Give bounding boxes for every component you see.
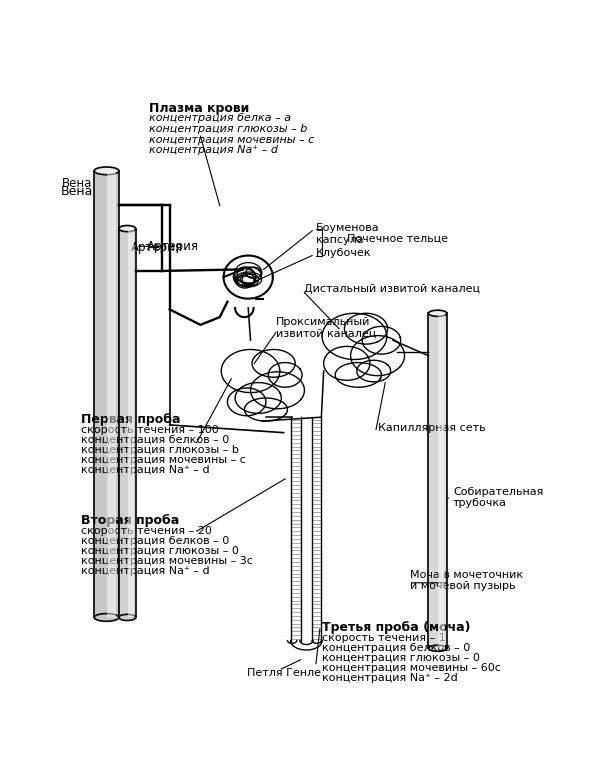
Bar xyxy=(428,314,447,648)
Text: Клубочек: Клубочек xyxy=(316,248,371,258)
Text: Плазма крови: Плазма крови xyxy=(149,102,249,114)
Text: Петля Генле: Петля Генле xyxy=(247,669,321,678)
Text: концентрация Na⁺ – d: концентрация Na⁺ – d xyxy=(149,145,278,156)
Text: Артерия: Артерия xyxy=(131,242,183,254)
Bar xyxy=(94,170,119,618)
Text: Дистальный извитой каналец: Дистальный извитой каналец xyxy=(304,284,481,294)
Text: скорость течения – 1: скорость течения – 1 xyxy=(322,633,446,643)
Text: концентрация белка – a: концентрация белка – a xyxy=(149,113,291,123)
Text: Вена: Вена xyxy=(62,177,92,190)
Ellipse shape xyxy=(119,615,136,621)
Text: скорость течения – 20: скорость течения – 20 xyxy=(81,526,212,536)
Text: Капиллярная сеть: Капиллярная сеть xyxy=(378,423,485,433)
Text: Третья проба (моча): Третья проба (моча) xyxy=(322,621,471,634)
Text: концентрация мочевины – 60c: концентрация мочевины – 60c xyxy=(322,663,501,673)
Ellipse shape xyxy=(94,167,119,174)
Text: концентрация Na⁺ – d: концентрация Na⁺ – d xyxy=(81,566,210,576)
Text: Боуменова
капсула: Боуменова капсула xyxy=(316,223,379,245)
Text: концентрация глюкозы – 0: концентрация глюкозы – 0 xyxy=(322,653,480,663)
Text: Вена: Вена xyxy=(60,185,93,198)
Text: концентрация глюкозы – 0: концентрация глюкозы – 0 xyxy=(81,546,239,556)
Text: Проксимальный
извитой каналец: Проксимальный извитой каналец xyxy=(276,317,376,339)
Text: концентрация белков – 0: концентрация белков – 0 xyxy=(322,643,470,653)
Text: Вторая проба: Вторая проба xyxy=(81,515,179,527)
Ellipse shape xyxy=(428,645,447,651)
Ellipse shape xyxy=(94,614,119,621)
Text: Первая проба: Первая проба xyxy=(81,414,181,426)
Ellipse shape xyxy=(119,225,136,231)
Text: концентрация глюкозы – b: концентрация глюкозы – b xyxy=(81,445,239,455)
Text: концентрация Na⁺ – 2d: концентрация Na⁺ – 2d xyxy=(322,673,458,683)
Text: концентрация глюкозы – b: концентрация глюкозы – b xyxy=(149,124,307,134)
Text: Моча в мочеточник
и мочевой пузырь: Моча в мочеточник и мочевой пузырь xyxy=(410,570,523,591)
Text: концентрация мочевины – c: концентрация мочевины – c xyxy=(81,455,246,465)
Ellipse shape xyxy=(428,310,447,317)
Text: концентрация мочевины – 3c: концентрация мочевины – 3c xyxy=(81,556,253,566)
Text: Собирательная
трубочка: Собирательная трубочка xyxy=(453,486,544,508)
Text: скорость течения – 100: скорость течения – 100 xyxy=(81,425,219,435)
Bar xyxy=(119,228,136,618)
Text: Артерия: Артерия xyxy=(147,240,199,253)
Text: концентрация мочевины – c: концентрация мочевины – c xyxy=(149,135,314,145)
Text: концентрация белков – 0: концентрация белков – 0 xyxy=(81,536,229,546)
Text: концентрация Na⁺ – d: концентрация Na⁺ – d xyxy=(81,465,210,475)
Text: концентрация белков – 0: концентрация белков – 0 xyxy=(81,435,229,445)
Text: Почечное тельце: Почечное тельце xyxy=(347,234,448,244)
